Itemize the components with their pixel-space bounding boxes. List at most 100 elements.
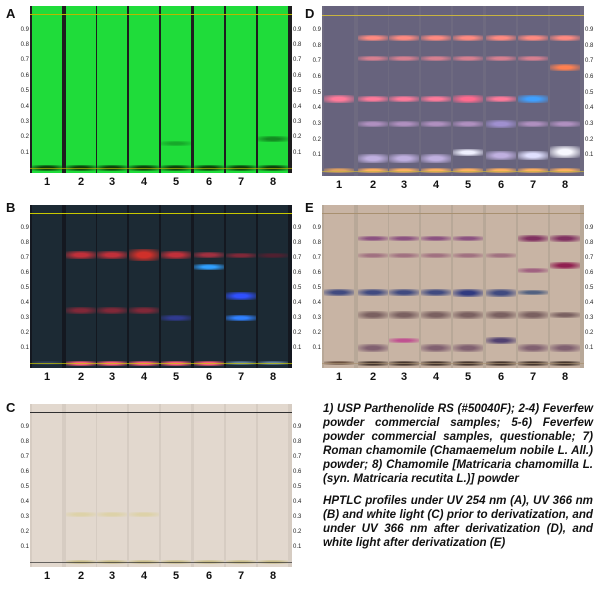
rf-tick: 0.3	[20, 315, 29, 322]
band	[324, 361, 354, 365]
rf-tick: 0.9	[293, 225, 302, 232]
lane-4	[129, 205, 159, 368]
lane-number: 1	[43, 176, 51, 188]
lane-8	[550, 6, 580, 176]
rf-tick: 0.1	[20, 149, 29, 156]
band	[389, 360, 419, 366]
band	[226, 560, 256, 564]
band	[421, 311, 451, 320]
lane-number: 6	[205, 570, 213, 582]
band	[550, 34, 580, 42]
lane-6	[194, 205, 224, 368]
rf-tick: 0.6	[293, 469, 302, 476]
band	[161, 251, 191, 260]
rf-tick: 0.6	[293, 72, 302, 79]
rf-tick: 0.3	[293, 514, 302, 521]
band	[453, 288, 483, 297]
lane-4	[421, 205, 451, 368]
lane-number: 8	[269, 570, 277, 582]
rf-scale-left: 0.9 0.8 0.7 0.6 0.5 0.4 0.3 0.2 0.1	[15, 205, 29, 368]
lane-number: 7	[237, 176, 245, 188]
lane-number: 2	[369, 179, 377, 191]
rf-tick: 0.1	[585, 345, 594, 352]
rf-tick: 0.5	[20, 285, 29, 292]
band	[194, 251, 224, 259]
lane-6	[194, 6, 224, 173]
lane-8	[258, 205, 288, 368]
rf-tick: 0.5	[293, 285, 302, 292]
plate-white	[30, 404, 292, 567]
lane-number: 4	[140, 176, 148, 188]
band	[358, 55, 388, 61]
lane-number: 2	[369, 371, 377, 383]
band	[358, 236, 388, 242]
lane-2	[358, 205, 388, 368]
rf-tick: 0.8	[293, 240, 302, 247]
band	[161, 314, 191, 322]
rf-tick: 0.2	[20, 330, 29, 337]
rf-tick: 0.4	[293, 300, 302, 307]
solvent-front-line	[322, 14, 584, 16]
band	[453, 344, 483, 353]
lane-number: 6	[205, 371, 213, 383]
rf-tick: 0.4	[312, 300, 321, 307]
rf-scale-left: 0.9 0.8 0.7 0.6 0.5 0.4 0.3 0.2 0.1	[307, 6, 321, 176]
solvent-front-line	[30, 14, 292, 16]
band	[358, 311, 388, 320]
rf-tick: 0.4	[293, 103, 302, 110]
rf-tick: 0.5	[585, 89, 594, 96]
band	[389, 120, 419, 128]
band	[258, 164, 288, 172]
band	[389, 252, 419, 258]
rf-tick: 0.4	[20, 499, 29, 506]
band	[97, 251, 127, 260]
band	[421, 95, 451, 103]
plate-uv366-deriv	[322, 6, 584, 176]
lane-number: 5	[464, 179, 472, 191]
band	[550, 311, 580, 319]
origin-line	[30, 167, 292, 169]
rf-scale-right: 0.9 0.8 0.7 0.6 0.5 0.4 0.3 0.2 0.1	[293, 6, 307, 173]
rf-tick: 0.3	[293, 315, 302, 322]
band	[258, 560, 288, 564]
rf-tick: 0.3	[293, 118, 302, 125]
band	[453, 236, 483, 242]
figure-caption: 1) USP Parthenolide RS (#50040F); 2-4) F…	[323, 402, 593, 550]
band	[32, 164, 62, 172]
band	[486, 311, 516, 320]
lane-6	[486, 205, 516, 368]
band	[550, 262, 580, 269]
lane-4	[421, 6, 451, 176]
origin-line	[322, 363, 584, 365]
rf-tick: 0.1	[293, 544, 302, 551]
rf-scale-left: 0.9 0.8 0.7 0.6 0.5 0.4 0.3 0.2 0.1	[15, 404, 29, 567]
rf-tick: 0.9	[20, 424, 29, 431]
lane-1	[324, 6, 354, 176]
lane-3	[97, 6, 127, 173]
rf-tick: 0.7	[293, 454, 302, 461]
band	[258, 135, 288, 142]
rf-tick: 0.5	[293, 88, 302, 95]
lane-8	[258, 404, 288, 567]
band	[97, 511, 127, 517]
band	[97, 164, 127, 172]
panel-letter-c: C	[6, 400, 16, 415]
lane-2	[358, 6, 388, 176]
lane-8	[550, 205, 580, 368]
band	[486, 95, 516, 103]
rf-scale-right: 0.9 0.8 0.7 0.6 0.5 0.4 0.3 0.2 0.1	[293, 205, 307, 368]
rf-scale-left: 0.9 0.8 0.7 0.6 0.5 0.4 0.3 0.2 0.1	[307, 205, 321, 368]
rf-tick: 0.3	[585, 120, 594, 127]
band	[389, 55, 419, 61]
rf-tick: 0.9	[293, 26, 302, 33]
band	[486, 252, 516, 258]
rf-tick: 0.3	[20, 514, 29, 521]
band	[358, 34, 388, 42]
band	[486, 34, 516, 42]
rf-tick: 0.9	[293, 424, 302, 431]
lane-number: 1	[335, 371, 343, 383]
band	[66, 511, 96, 517]
band	[486, 288, 516, 297]
lane-numbers-a: 1 2 3 4 5 6 7 8	[30, 176, 292, 190]
band	[421, 344, 451, 353]
